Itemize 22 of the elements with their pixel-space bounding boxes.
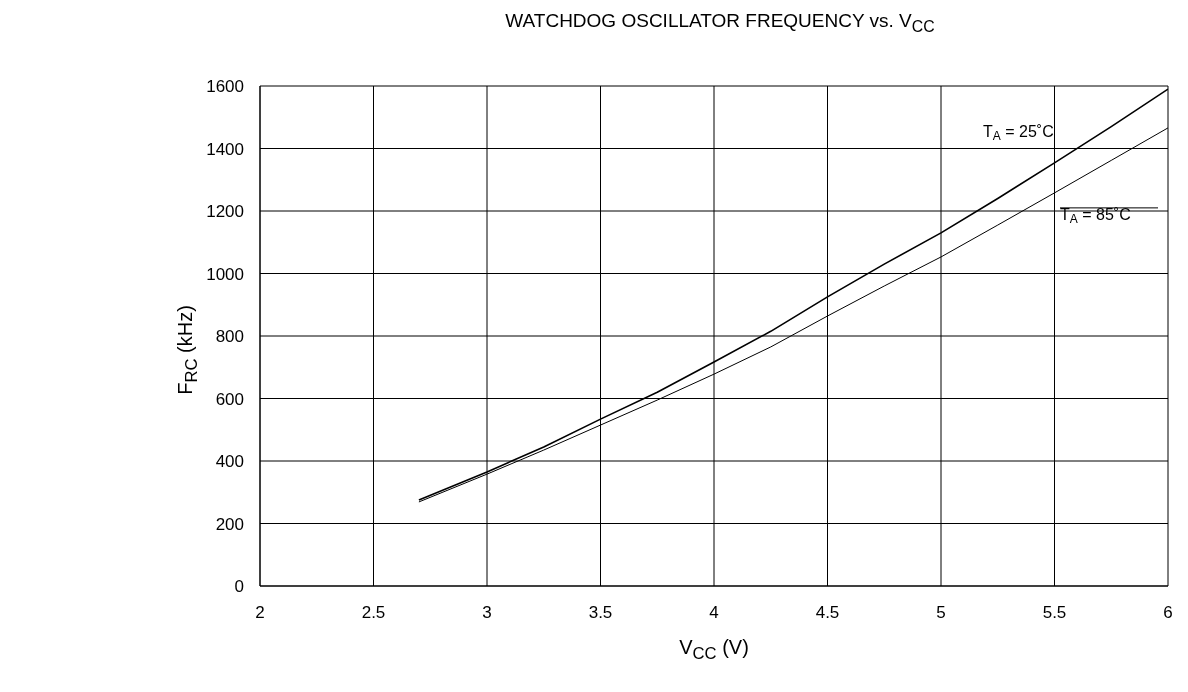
x-tick-label: 5 [936,603,946,623]
x-tick-label: 3.5 [588,603,613,623]
y-tick-label: 1200 [206,202,244,222]
y-tick-label: 400 [215,452,244,472]
y-tick-label: 1400 [206,139,244,159]
chart-title: WATCHDOG OSCILLATOR FREQUENCY vs. V$_{CC}$ [504,10,936,36]
y-tick-label: 200 [215,514,244,534]
y-tick-label: 1000 [206,264,244,284]
y-tick-label: 1600 [206,77,244,97]
x-tick-label: 3 [482,603,492,623]
y-tick-label: 800 [215,327,244,347]
x-tick-label: 5.5 [1042,603,1067,623]
x-tick-label: 4 [709,603,719,623]
x-tick-label: 6 [1163,603,1173,623]
x-tick-label: 2 [255,603,265,623]
series-label: T$_{A}$ = 85˚C [1060,205,1131,226]
y-tick-label: 600 [215,389,244,409]
series-label: T$_{A}$ = 25˚C [983,123,1054,144]
y-tick-label: 0 [234,577,244,597]
x-axis-title: V$_{CC}$ (V) [678,636,750,664]
x-tick-label: 2.5 [361,603,386,623]
x-tick-label: 4.5 [815,603,840,623]
